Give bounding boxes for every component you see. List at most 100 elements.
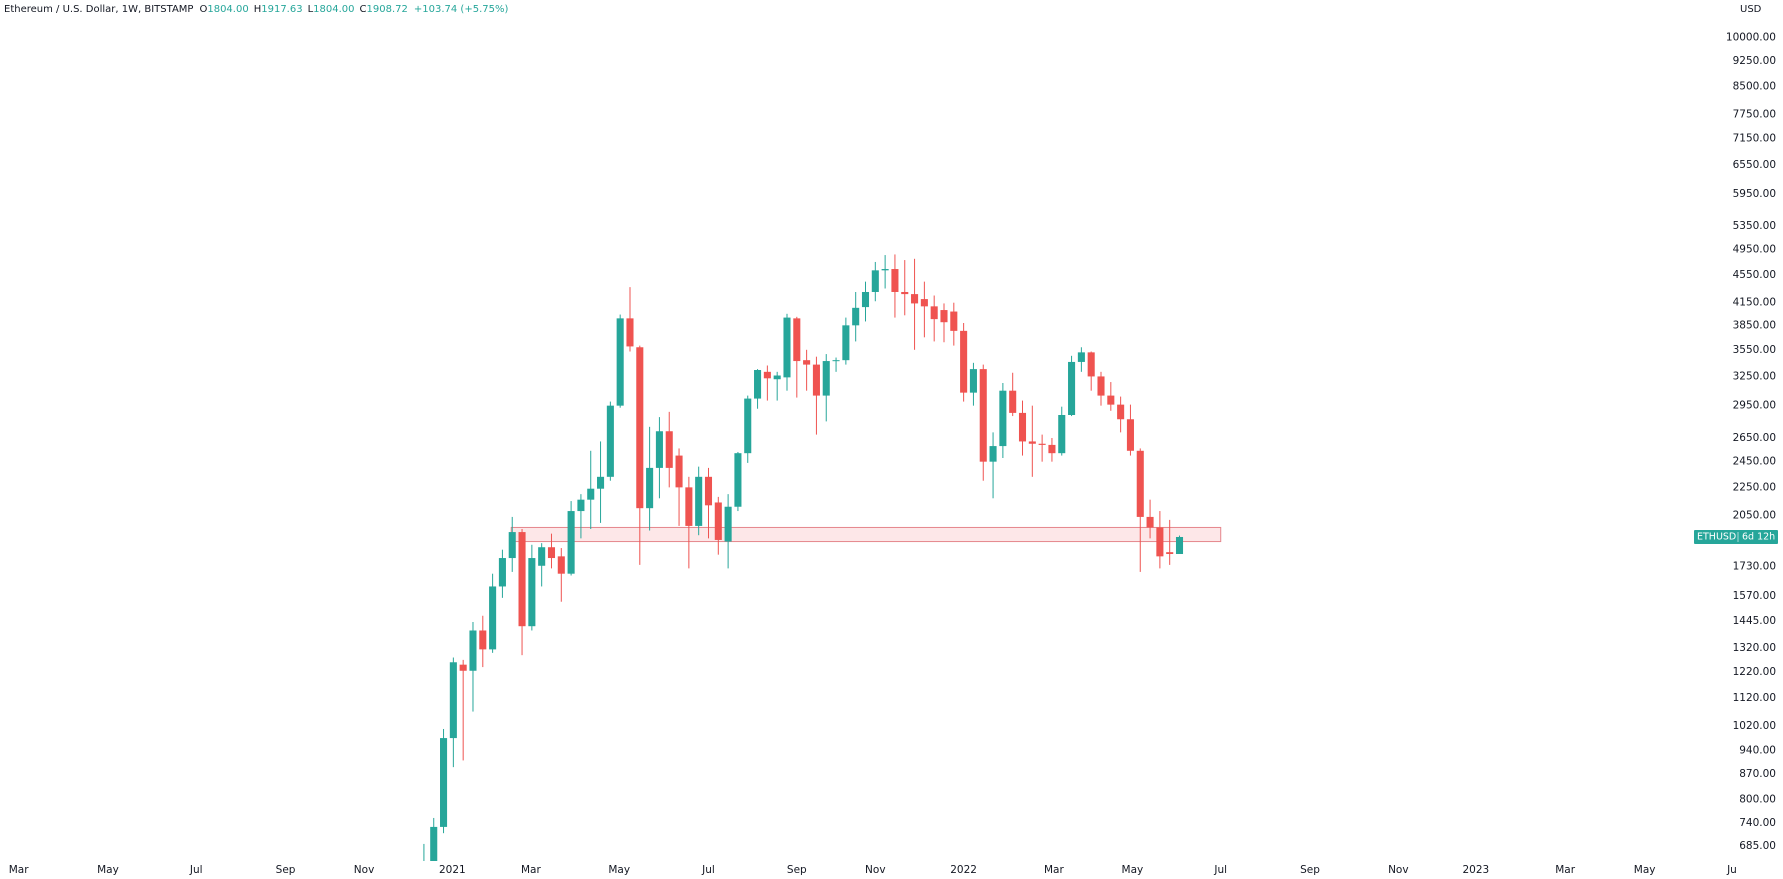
price-tag: ETHUSD 6d 12h: [1694, 529, 1778, 544]
candle-body: [1156, 527, 1164, 557]
y-tick-label: 4950.00: [1733, 244, 1776, 256]
candle-body: [920, 299, 928, 307]
y-tick-label: 740.00: [1739, 817, 1776, 829]
ohlc-key: O: [199, 4, 207, 15]
candle-body: [695, 476, 703, 526]
plot-area: [423, 254, 1222, 861]
x-tick-label: 2023: [1462, 864, 1489, 876]
ohlc-key: H: [254, 4, 262, 15]
candle-body: [822, 361, 830, 396]
chart-title: Ethereum / U.S. Dollar, 1W, BITSTAMP: [4, 4, 193, 15]
y-tick-label: 2950.00: [1733, 400, 1776, 412]
price-tag-countdown: 6d 12h: [1742, 531, 1775, 542]
candle-body: [832, 360, 840, 362]
candle-body: [636, 347, 644, 509]
y-tick-label: 1020.00: [1733, 720, 1776, 732]
y-tick-label: 1570.00: [1733, 590, 1776, 602]
y-tick-label: 685.00: [1739, 840, 1776, 852]
candle-body: [871, 270, 879, 292]
y-tick-label: 5950.00: [1733, 188, 1776, 200]
candle-body: [440, 738, 448, 827]
axes: 685.00 740.00 800.00 870.00 940.00 1020.00 112…: [9, 31, 1776, 876]
candle-body: [979, 369, 987, 462]
y-tick-label: 1445.00: [1733, 615, 1776, 627]
candle-body: [430, 826, 438, 861]
y-tick-label: 940.00: [1739, 745, 1776, 757]
candle-body: [852, 307, 860, 326]
candle-body: [754, 370, 762, 399]
candle-body: [538, 547, 546, 566]
candle-body: [793, 318, 801, 362]
candle-body: [930, 306, 938, 320]
candle-body: [1009, 390, 1017, 413]
y-tick-label: 6550.00: [1733, 159, 1776, 171]
price-tag-bg: [1694, 529, 1778, 544]
x-tick-label: 2021: [439, 864, 466, 876]
candle-body: [1048, 444, 1056, 454]
y-tick-label: 7150.00: [1733, 133, 1776, 145]
x-tick-label: Jul: [189, 864, 203, 876]
candle-body: [498, 558, 506, 587]
candle-body: [1175, 536, 1184, 555]
y-tick-label: 9250.00: [1733, 55, 1776, 67]
y-tick-label: 3250.00: [1733, 370, 1776, 382]
candle-body: [489, 586, 497, 650]
candle-body: [1038, 443, 1046, 445]
candle-body: [665, 431, 673, 468]
y-tick-label: 10000.00: [1726, 31, 1776, 43]
candle-body: [881, 269, 889, 271]
y-tick-label: 8500.00: [1733, 80, 1776, 92]
candle-body: [587, 488, 595, 500]
candle-body: [479, 630, 487, 650]
ohlc-value: 1804.00: [313, 4, 354, 15]
candle-body: [567, 511, 575, 574]
x-tick-label: Mar: [1044, 864, 1064, 876]
y-tick-label: 2650.00: [1733, 432, 1776, 444]
candle-body: [950, 311, 958, 331]
candle-body: [518, 532, 526, 627]
candle-body: [969, 369, 977, 393]
candle-body: [960, 330, 968, 393]
x-tick-label: May: [1634, 864, 1656, 876]
highlight-zone: [510, 526, 1222, 543]
header: Ethereum / U.S. Dollar, 1W, BITSTAMP O 180…: [4, 4, 508, 15]
candle-body: [459, 664, 467, 671]
candle-body: [1028, 441, 1036, 444]
x-tick-label: Nov: [1388, 864, 1409, 876]
y-tick-label: 7750.00: [1733, 108, 1776, 120]
candle-body: [714, 502, 722, 540]
candle-body: [842, 325, 850, 361]
candle-body: [763, 371, 771, 379]
candle-body: [528, 558, 536, 627]
candle-body: [911, 294, 919, 304]
candle-body: [1068, 361, 1076, 415]
x-tick-label: Mar: [1555, 864, 1575, 876]
candle-body: [508, 532, 516, 559]
candle-body: [734, 453, 742, 507]
ohlc-key: L: [308, 4, 314, 15]
candle-body: [1117, 404, 1125, 420]
y-tick-label: 870.00: [1739, 768, 1776, 780]
x-tick-label: Sep: [1300, 864, 1320, 876]
candle-body: [1018, 412, 1027, 442]
x-tick-label: May: [97, 864, 119, 876]
y-tick-label: 1120.00: [1733, 692, 1776, 704]
candle-body: [675, 455, 683, 488]
candle-body: [989, 446, 997, 462]
y-tick-label: 4550.00: [1733, 269, 1776, 281]
x-tick-label: 2022: [950, 864, 977, 876]
x-tick-label: Ju: [1726, 864, 1737, 876]
candle-body: [1097, 376, 1105, 396]
x-tick-label: Mar: [521, 864, 541, 876]
candle-body: [891, 269, 899, 292]
candle-body: [1126, 419, 1134, 451]
candle-body: [999, 390, 1007, 447]
ohlc-value: 1908.72: [367, 4, 408, 15]
x-tick-label: May: [1122, 864, 1144, 876]
price-tag-symbol: ETHUSD: [1697, 531, 1736, 542]
x-tick-label: Sep: [276, 864, 296, 876]
x-tick-label: Jul: [701, 864, 715, 876]
candle-body: [547, 547, 556, 559]
candle-body: [469, 630, 477, 671]
